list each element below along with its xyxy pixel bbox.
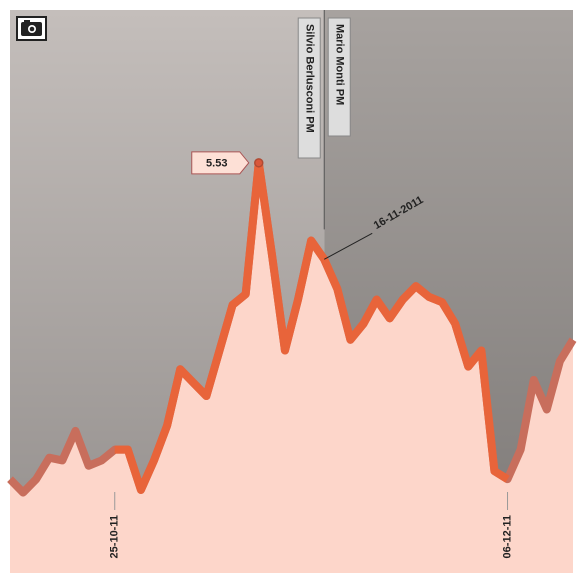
- peak-dot: [254, 158, 264, 168]
- event-label-box: [297, 17, 321, 159]
- camera-top[interactable]: [24, 20, 30, 23]
- event-label: Mario Monti PM: [333, 24, 345, 105]
- event-label-box: [327, 17, 351, 137]
- peak-label: 5.53: [206, 158, 227, 170]
- peak-label-box: [191, 151, 250, 175]
- x-tick-label: 06-12-11: [501, 515, 513, 558]
- x-tick-label: 25-10-11: [109, 515, 121, 558]
- camera-lens-inner[interactable]: [29, 26, 35, 32]
- annotation-leader: [323, 232, 373, 260]
- line-highlight: [114, 158, 510, 494]
- event-label: Silvio Berlusconi PM: [303, 24, 315, 133]
- camera-icon[interactable]: [16, 16, 47, 41]
